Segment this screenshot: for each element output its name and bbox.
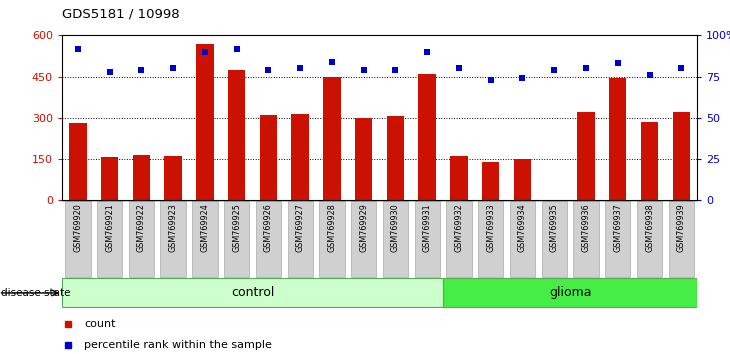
Point [199,49,211,55]
Bar [415,201,440,277]
Bar [443,279,697,307]
Point [644,72,656,78]
Point [72,46,84,51]
Bar [323,76,341,200]
Bar [605,201,631,277]
Bar [161,201,186,277]
Bar [355,118,372,200]
Bar [196,44,214,200]
Bar [446,201,472,277]
Bar [542,201,567,277]
Point [485,77,496,83]
Bar [351,201,377,277]
Text: glioma: glioma [549,286,591,299]
Bar [62,279,443,307]
Text: GSM769920: GSM769920 [74,203,82,252]
Point [326,59,338,64]
Bar [383,201,408,277]
Text: GSM769921: GSM769921 [105,203,114,252]
Bar [65,201,91,277]
Bar [450,156,468,200]
Point [294,65,306,71]
Bar [164,156,182,200]
Bar [669,201,694,277]
Bar [637,201,662,277]
Bar [255,201,281,277]
Point [612,61,623,66]
Point [104,69,115,74]
Bar [641,122,658,200]
Text: GSM769924: GSM769924 [201,203,210,252]
Bar [672,112,690,200]
Bar [192,201,218,277]
Bar [133,155,150,200]
Bar [319,201,345,277]
Bar [128,201,154,277]
Bar [387,116,404,200]
Text: GSM769923: GSM769923 [169,203,177,252]
Text: GSM769928: GSM769928 [328,203,337,252]
Bar [260,115,277,200]
Point [263,67,274,73]
Text: GSM769933: GSM769933 [486,203,495,252]
Text: GSM769934: GSM769934 [518,203,527,252]
Text: GSM769937: GSM769937 [613,203,622,252]
Bar [609,78,626,200]
Bar [510,201,535,277]
Bar [573,201,599,277]
Text: GSM769926: GSM769926 [264,203,273,252]
Bar [288,201,313,277]
Bar [228,70,245,200]
Point [390,67,402,73]
Bar [291,114,309,200]
Text: GSM769922: GSM769922 [137,203,146,252]
Text: disease state: disease state [1,288,71,298]
Text: GSM769939: GSM769939 [677,203,685,252]
Text: count: count [84,319,116,329]
Point [548,67,560,73]
Text: percentile rank within the sample: percentile rank within the sample [84,340,272,350]
Point [580,65,592,71]
Text: GSM769932: GSM769932 [455,203,464,252]
Point [675,65,687,71]
Text: GDS5181 / 10998: GDS5181 / 10998 [62,7,180,20]
Text: GSM769931: GSM769931 [423,203,431,252]
Bar [101,158,118,200]
Text: GSM769927: GSM769927 [296,203,304,252]
Point [453,65,465,71]
Text: control: control [231,286,274,299]
Text: GSM769938: GSM769938 [645,203,654,252]
Bar [224,201,250,277]
Bar [97,201,123,277]
Bar [482,161,499,200]
Point [421,49,433,55]
Point [231,46,242,51]
Text: GSM769936: GSM769936 [582,203,591,252]
Point [167,65,179,71]
Bar [577,112,595,200]
Text: GSM769935: GSM769935 [550,203,558,252]
Text: GSM769925: GSM769925 [232,203,241,252]
Point [136,67,147,73]
Text: GSM769929: GSM769929 [359,203,368,252]
Bar [478,201,504,277]
Bar [418,74,436,200]
Bar [514,159,531,200]
Text: GSM769930: GSM769930 [391,203,400,252]
Bar [69,123,87,200]
Point [358,67,369,73]
Point [517,75,529,81]
